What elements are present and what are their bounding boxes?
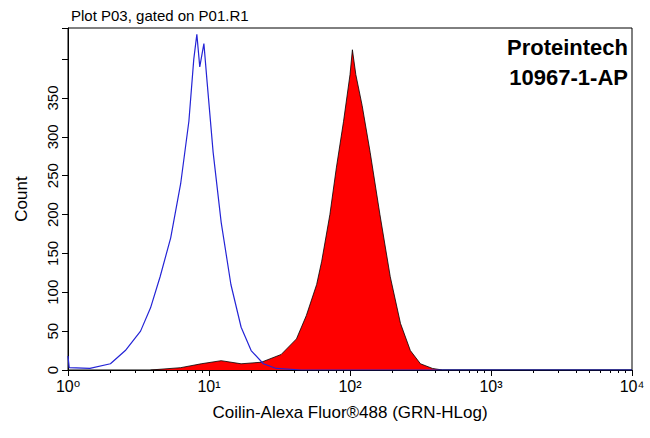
- svg-text:Coilin-Alexa Fluor®488 (GRN-HL: Coilin-Alexa Fluor®488 (GRN-HLog): [212, 403, 487, 422]
- svg-text:100: 100: [44, 280, 61, 305]
- svg-text:350: 350: [44, 85, 61, 110]
- svg-text:10⁰: 10⁰: [56, 378, 80, 395]
- svg-text:10⁴: 10⁴: [620, 378, 645, 395]
- svg-text:50: 50: [44, 323, 61, 340]
- svg-text:10¹: 10¹: [197, 378, 220, 395]
- svg-text:0: 0: [44, 366, 61, 374]
- svg-text:Proteintech: Proteintech: [507, 35, 628, 60]
- svg-text:Plot P03, gated on P01.R1: Plot P03, gated on P01.R1: [71, 7, 249, 24]
- svg-text:10²: 10²: [338, 378, 362, 395]
- svg-text:Count: Count: [12, 176, 31, 222]
- svg-text:10³: 10³: [479, 378, 503, 395]
- svg-text:250: 250: [44, 163, 61, 188]
- svg-text:150: 150: [44, 241, 61, 266]
- svg-text:200: 200: [44, 202, 61, 227]
- svg-text:10967-1-AP: 10967-1-AP: [509, 65, 628, 90]
- svg-text:300: 300: [44, 124, 61, 149]
